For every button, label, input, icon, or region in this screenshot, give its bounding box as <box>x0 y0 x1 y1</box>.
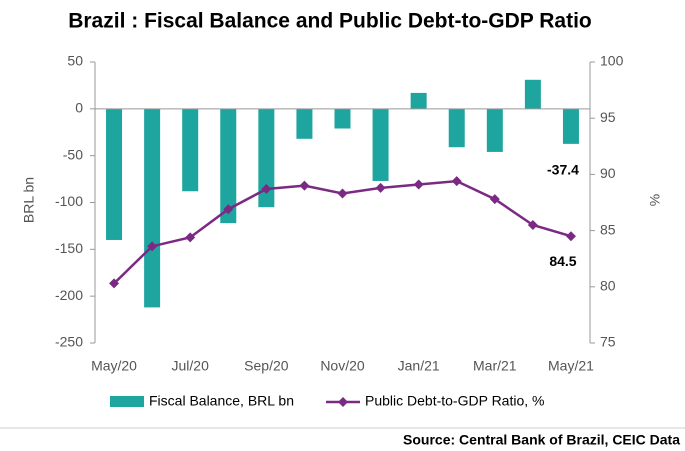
x-tick-label: May/20 <box>91 358 137 374</box>
y-tick-label: 0 <box>75 100 83 116</box>
y-tick-label: 50 <box>67 53 83 69</box>
x-tick-label: Nov/20 <box>320 358 365 374</box>
y2-tick-label: 80 <box>600 278 616 294</box>
bar <box>562 108 579 144</box>
marker <box>565 231 576 242</box>
bar <box>334 108 351 129</box>
y2-tick-label: 100 <box>600 53 624 69</box>
x-tick-label: Jan/21 <box>398 358 440 374</box>
y2-tick-label: 90 <box>600 165 616 181</box>
marker <box>147 241 158 252</box>
bar <box>372 108 389 181</box>
bar <box>524 79 541 109</box>
marker <box>413 179 424 190</box>
x-tick-label: May/21 <box>548 358 594 374</box>
chart-title: Brazil : Fiscal Balance and Public Debt-… <box>68 10 592 33</box>
source: Source: Central Bank of Brazil, CEIC Dat… <box>403 432 680 448</box>
marker <box>527 219 538 230</box>
legend-label: Fiscal Balance, BRL bn <box>149 393 294 409</box>
marker <box>261 184 272 195</box>
y2-axis-label: % <box>647 194 663 206</box>
y-tick-label: -150 <box>55 240 83 256</box>
marker <box>299 180 310 191</box>
x-tick-label: Mar/21 <box>473 358 517 374</box>
marker <box>451 176 462 187</box>
bar <box>106 108 123 240</box>
bar <box>144 108 161 308</box>
y-tick-label: -200 <box>55 287 83 303</box>
bar <box>486 108 503 152</box>
y-axis-label: BRL bn <box>21 177 37 223</box>
legend-swatch <box>110 396 144 407</box>
y-tick-label: -50 <box>63 146 83 162</box>
marker <box>185 232 196 243</box>
y2-tick-label: 85 <box>600 221 616 237</box>
bar <box>220 108 237 224</box>
marker <box>223 204 234 215</box>
bar <box>258 108 275 208</box>
data-label: 84.5 <box>549 253 576 269</box>
y-tick-label: -250 <box>55 334 83 350</box>
marker <box>375 182 386 193</box>
legend-marker <box>338 397 348 407</box>
bar <box>448 108 465 148</box>
y2-tick-label: 75 <box>600 334 616 350</box>
x-tick-label: Sep/20 <box>244 358 289 374</box>
marker <box>337 188 348 199</box>
bar <box>296 108 313 139</box>
legend-label: Public Debt-to-GDP Ratio, % <box>365 393 544 409</box>
bar <box>182 108 199 192</box>
marker <box>489 194 500 205</box>
y-tick-label: -100 <box>55 193 83 209</box>
bar <box>410 92 427 109</box>
x-tick-label: Jul/20 <box>172 358 210 374</box>
y2-tick-label: 95 <box>600 109 616 125</box>
data-label: -37.4 <box>547 162 579 178</box>
marker <box>109 278 120 289</box>
